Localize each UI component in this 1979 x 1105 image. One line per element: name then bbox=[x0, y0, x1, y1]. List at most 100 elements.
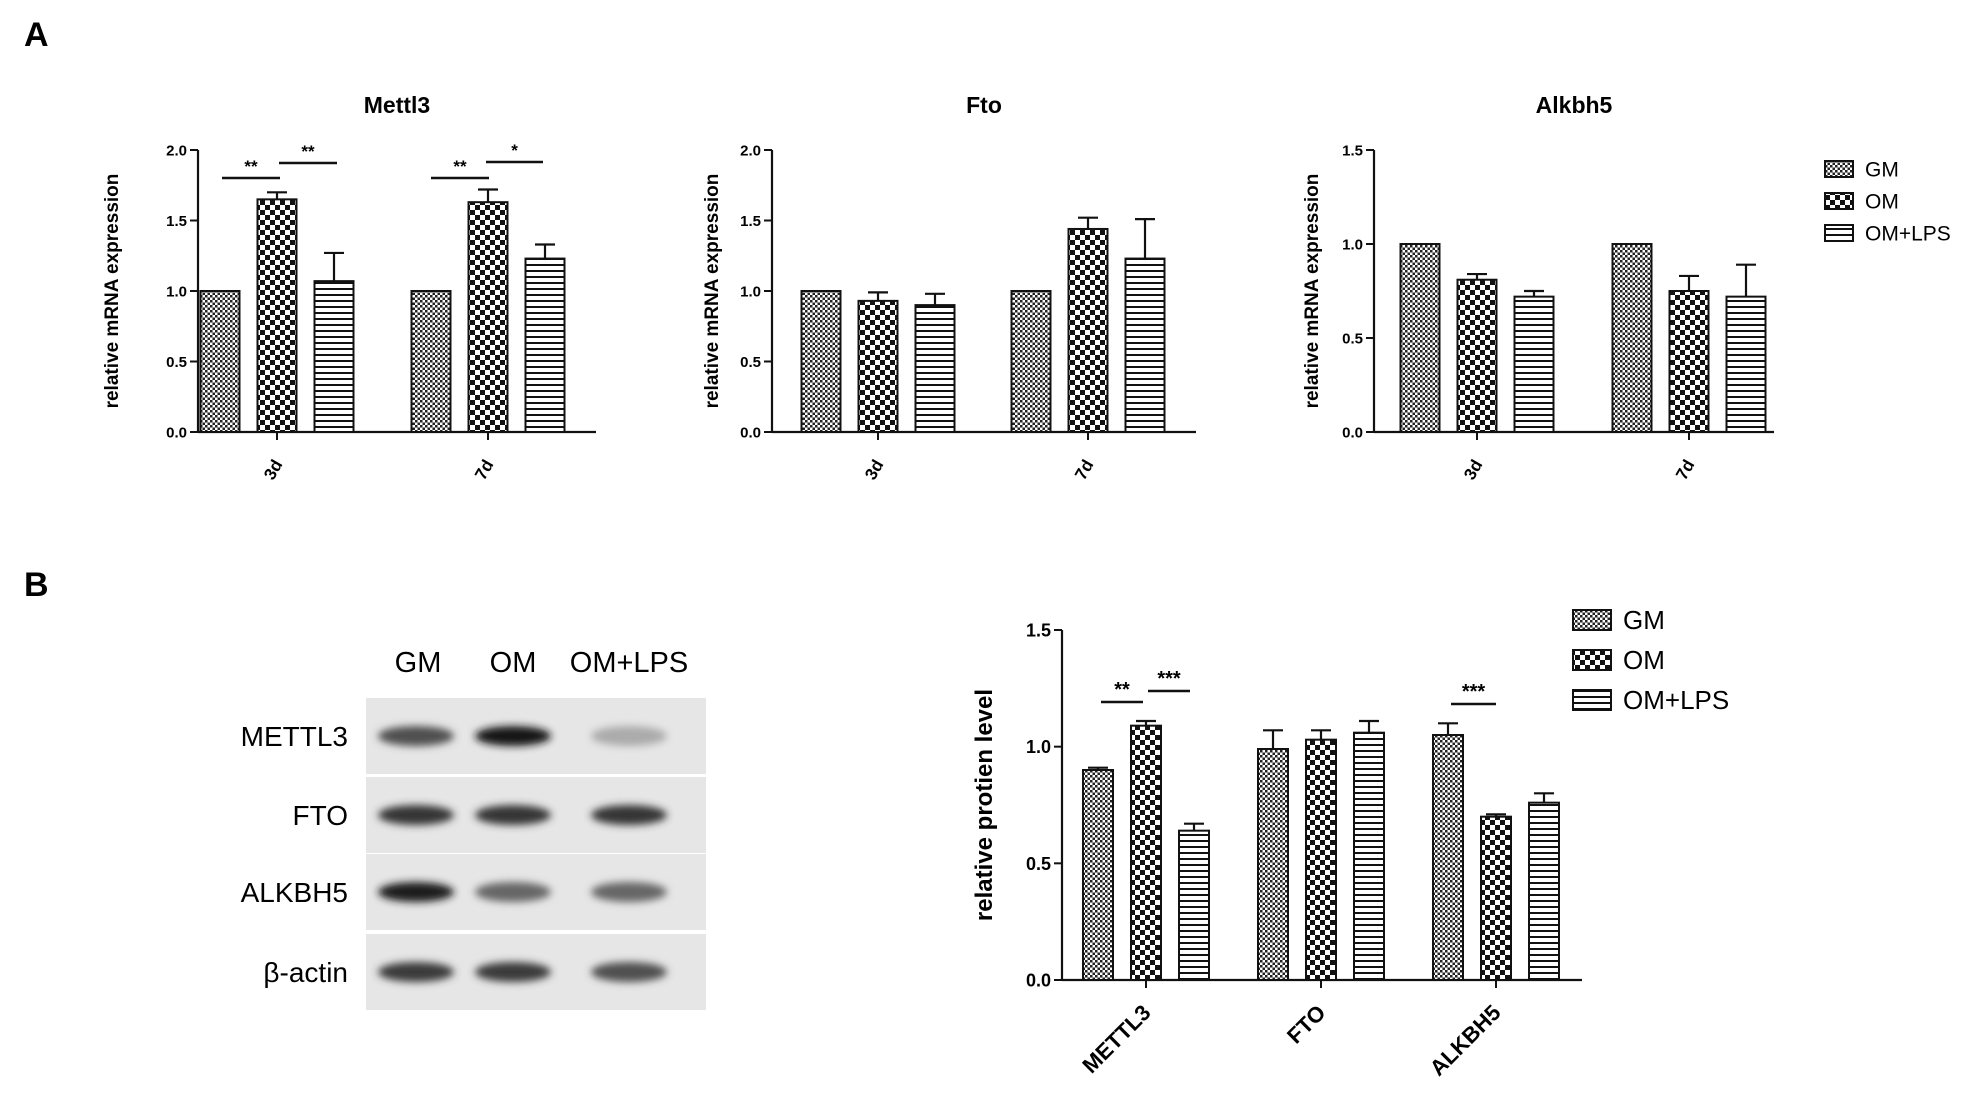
sig-3d-om-lps-label: ** bbox=[301, 142, 315, 161]
blot-row-label-actin: β-actin bbox=[263, 957, 348, 988]
y-axis-label: relative protien level bbox=[971, 689, 998, 921]
blot-band bbox=[591, 882, 667, 902]
panel-label-b: B bbox=[24, 566, 49, 604]
bar-om-3d bbox=[857, 299, 899, 433]
bar-gm-7d bbox=[1611, 243, 1653, 433]
legend-panel-a: GM OM OM+LPS bbox=[1824, 158, 1951, 245]
alkbh5-mrna-chart: Alkbh5 relative mRNA expression 0.0 0.5 1.0 1… bbox=[1302, 92, 1774, 483]
y-tick-label: 1.0 bbox=[166, 283, 187, 300]
legend-swatch-om-lps bbox=[1824, 224, 1854, 242]
y-tick-label: 0.5 bbox=[1026, 854, 1051, 874]
chart-title: Alkbh5 bbox=[1536, 92, 1613, 118]
western-blot: GM OM OM+LPS METTL3 FTO ALKBH5 β-actin bbox=[241, 647, 706, 1010]
legend-label-om-lps: OM+LPS bbox=[1623, 685, 1729, 715]
bar-gm-7d bbox=[1010, 290, 1052, 433]
bar-gm-7d bbox=[410, 290, 452, 433]
bar-gm-fto bbox=[1257, 748, 1289, 981]
y-tick-label: 1.5 bbox=[166, 213, 187, 230]
category-label-3d: 3d bbox=[861, 457, 887, 484]
sig-alkbh5-gm-om-label: *** bbox=[1462, 681, 1486, 703]
sig-mettl3-om-lps-label: *** bbox=[1157, 668, 1181, 690]
bar-om-lps-alkbh5 bbox=[1528, 801, 1560, 982]
bar-gm-mettl3 bbox=[1082, 769, 1114, 981]
blot-band bbox=[475, 882, 551, 902]
bar-gm-3d bbox=[1399, 243, 1441, 433]
y-tick-label: 0.5 bbox=[740, 354, 761, 371]
y-tick-label: 0.5 bbox=[1342, 330, 1363, 347]
bar-om-7d bbox=[467, 201, 509, 433]
bar-om-7d bbox=[1668, 290, 1710, 433]
bar-om-mettl3 bbox=[1130, 724, 1162, 982]
legend-swatch-om-lps bbox=[1572, 689, 1612, 711]
bar-om-3d bbox=[256, 198, 298, 433]
blot-band bbox=[475, 805, 551, 825]
y-tick-label: 2.0 bbox=[740, 142, 761, 159]
legend-label-gm: GM bbox=[1623, 605, 1665, 635]
legend-swatch-gm bbox=[1572, 609, 1612, 631]
y-tick-label: 0.0 bbox=[1342, 424, 1363, 441]
sig-mettl3-gm-om-label: ** bbox=[1114, 679, 1130, 701]
y-tick-label: 0.0 bbox=[740, 424, 761, 441]
blot-band bbox=[378, 882, 454, 902]
blot-lane-om: OM bbox=[490, 647, 537, 679]
protein-level-chart: relative protien level 0.0 0.5 1.0 1.5 METTL3… bbox=[971, 620, 1582, 1081]
blot-band bbox=[378, 726, 454, 746]
bar-om-alkbh5 bbox=[1480, 815, 1512, 982]
legend-label-om-lps: OM+LPS bbox=[1865, 222, 1951, 245]
y-tick-label: 1.5 bbox=[1026, 620, 1051, 640]
blot-band bbox=[378, 805, 454, 825]
bar-om-lps-7d bbox=[1124, 257, 1166, 433]
fto-mrna-chart: Fto relative mRNA expression 0.0 0.5 1.0 1.5 2… bbox=[702, 92, 1196, 483]
y-tick-label: 0.0 bbox=[166, 424, 187, 441]
legend-label-gm: GM bbox=[1865, 158, 1899, 181]
y-tick-label: 0.5 bbox=[166, 354, 187, 371]
y-tick-label: 1.5 bbox=[1342, 142, 1363, 159]
category-label-3d: 3d bbox=[1460, 457, 1486, 484]
legend-swatch-om bbox=[1824, 192, 1854, 210]
blot-row-label-alkbh5: ALKBH5 bbox=[241, 877, 348, 908]
blot-lane-om-lps: OM+LPS bbox=[570, 647, 688, 679]
category-label-3d: 3d bbox=[260, 457, 286, 484]
bar-gm-3d bbox=[199, 290, 241, 433]
category-label-7d: 7d bbox=[471, 457, 497, 484]
blot-lane-gm: GM bbox=[395, 647, 442, 679]
mettl3-mrna-chart: Mettl3 relative mRNA expression 0.0 0.5 1.0 1… bbox=[102, 92, 596, 483]
sig-7d-om-lps-label: * bbox=[511, 141, 518, 160]
bar-om-3d bbox=[1456, 278, 1498, 433]
y-tick-label: 1.0 bbox=[740, 283, 761, 300]
sig-7d-gm-om-label: ** bbox=[453, 157, 467, 176]
bar-om-lps-3d bbox=[1513, 295, 1555, 434]
category-label-fto: FTO bbox=[1282, 1000, 1331, 1049]
category-label-alkbh5: ALKBH5 bbox=[1425, 1000, 1506, 1081]
blot-band bbox=[591, 726, 667, 746]
blot-band bbox=[475, 962, 551, 982]
blot-band bbox=[378, 962, 454, 982]
chart-title: Mettl3 bbox=[364, 92, 430, 118]
y-axis-label: relative mRNA expression bbox=[702, 174, 723, 409]
y-tick-label: 1.5 bbox=[740, 213, 761, 230]
bar-om-lps-3d bbox=[313, 280, 355, 433]
chart-title: Fto bbox=[966, 92, 1002, 118]
legend-swatch-om bbox=[1572, 649, 1612, 671]
bar-om-7d bbox=[1067, 227, 1109, 433]
blot-band bbox=[591, 805, 667, 825]
y-axis-label: relative mRNA expression bbox=[102, 174, 123, 409]
bar-om-lps-7d bbox=[1725, 295, 1767, 434]
bar-om-lps-fto bbox=[1353, 731, 1385, 982]
bar-gm-3d bbox=[800, 290, 842, 433]
bar-om-fto bbox=[1305, 738, 1337, 982]
bar-gm-alkbh5 bbox=[1432, 734, 1464, 981]
legend-label-om: OM bbox=[1865, 190, 1899, 213]
panel-label-a: A bbox=[24, 16, 49, 54]
blot-band bbox=[591, 962, 667, 982]
legend-swatch-gm bbox=[1824, 160, 1854, 178]
blot-band bbox=[475, 726, 551, 746]
sig-3d-gm-om-label: ** bbox=[244, 157, 258, 176]
category-label-7d: 7d bbox=[1672, 457, 1698, 484]
bar-om-lps-7d bbox=[524, 257, 566, 433]
y-tick-label: 1.0 bbox=[1342, 236, 1363, 253]
blot-row-label-mettl3: METTL3 bbox=[241, 721, 348, 752]
legend-label-om: OM bbox=[1623, 645, 1665, 675]
y-tick-label: 2.0 bbox=[166, 142, 187, 159]
